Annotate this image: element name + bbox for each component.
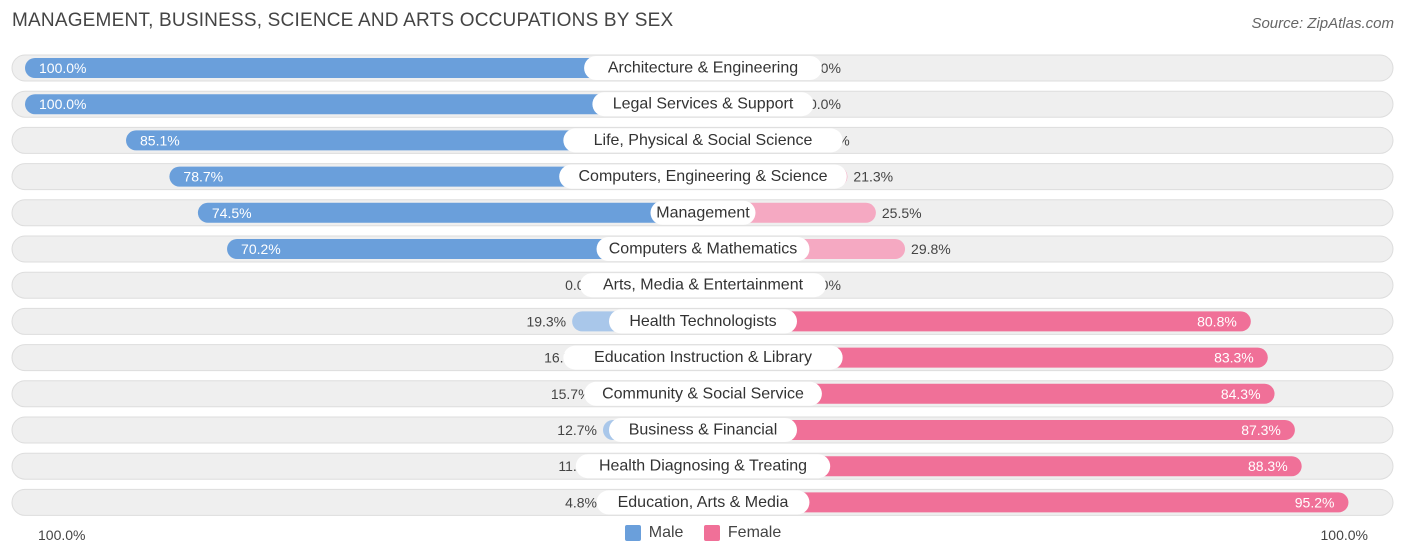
female-bar <box>703 311 1251 332</box>
axis-label-left: 100.0% <box>38 527 85 543</box>
female-value-label: 84.3% <box>1221 386 1261 402</box>
male-value-label: 12.7% <box>557 422 597 438</box>
category-label: Legal Services & Support <box>613 96 794 113</box>
male-bar <box>197 202 703 223</box>
category-label: Management <box>656 204 750 221</box>
category-label: Business & Financial <box>629 422 778 439</box>
category-label: Computers & Mathematics <box>609 241 798 258</box>
category-label-pill <box>575 454 831 479</box>
legend: Male Female <box>0 524 1406 546</box>
legend-swatch-female <box>703 525 720 541</box>
category-label-pill <box>609 418 797 442</box>
category-label-pill <box>592 92 814 117</box>
male-bar <box>227 239 703 259</box>
source-label: Source: ZipAtlas.com <box>1251 15 1394 32</box>
legend-swatch-male <box>624 525 641 541</box>
female-value-label: 80.8% <box>1197 313 1237 329</box>
category-label-pill <box>596 237 810 261</box>
male-value-label: 4.8% <box>565 494 597 510</box>
male-value-label: 85.1% <box>140 132 180 148</box>
male-value-label: 100.0% <box>39 60 86 76</box>
female-value-label: 25.5% <box>882 205 922 221</box>
legend-label-male: Male <box>648 524 684 541</box>
category-label-pill <box>563 345 843 370</box>
category-label-pill <box>596 490 810 515</box>
male-bar <box>25 58 703 78</box>
category-label-pill <box>609 309 797 334</box>
category-label-pill <box>559 164 847 189</box>
category-label: Health Diagnosing & Treating <box>599 458 807 475</box>
legend-item-male: Male <box>624 524 684 542</box>
category-label: Health Technologists <box>629 313 776 330</box>
category-label-pill <box>584 381 822 406</box>
female-value-label: 87.3% <box>1241 422 1281 438</box>
category-label-pill <box>563 128 843 153</box>
female-value-label: 0.0% <box>809 96 841 112</box>
category-label-pill <box>584 56 822 80</box>
female-value-label: 21.3% <box>853 169 893 185</box>
male-value-label: 19.3% <box>526 313 566 329</box>
category-label: Arts, Media & Entertainment <box>603 277 804 294</box>
male-value-label: 78.7% <box>183 169 223 185</box>
female-value-label: 88.3% <box>1248 458 1288 474</box>
female-bar <box>703 383 1275 404</box>
female-bar <box>703 420 1295 440</box>
female-value-label: 95.2% <box>1295 494 1335 510</box>
category-label: Architecture & Engineering <box>608 60 798 77</box>
category-label-pill <box>579 273 827 298</box>
female-bar <box>703 347 1268 368</box>
axis-label-right: 100.0% <box>1321 527 1368 543</box>
male-value-label: 100.0% <box>39 96 86 112</box>
category-label: Community & Social Service <box>602 385 804 402</box>
category-label: Education, Arts & Media <box>618 494 789 511</box>
male-value-label: 15.7% <box>551 386 591 402</box>
male-bar <box>126 130 704 151</box>
male-value-label: 70.2% <box>241 241 281 257</box>
category-label-pill <box>650 200 756 225</box>
legend-label-female: Female <box>727 524 782 541</box>
female-bar <box>703 456 1302 477</box>
category-label: Life, Physical & Social Science <box>594 132 813 149</box>
male-value-label: 74.5% <box>212 205 252 221</box>
chart-title: MANAGEMENT, BUSINESS, SCIENCE AND ARTS O… <box>12 10 674 31</box>
male-bar <box>25 94 703 115</box>
female-bar <box>703 492 1349 513</box>
category-label: Computers, Engineering & Science <box>578 168 827 185</box>
female-value-label: 83.3% <box>1214 350 1254 366</box>
legend-item-female: Female <box>703 524 782 542</box>
category-label: Education Instruction & Library <box>594 349 812 366</box>
female-value-label: 29.8% <box>911 241 951 257</box>
